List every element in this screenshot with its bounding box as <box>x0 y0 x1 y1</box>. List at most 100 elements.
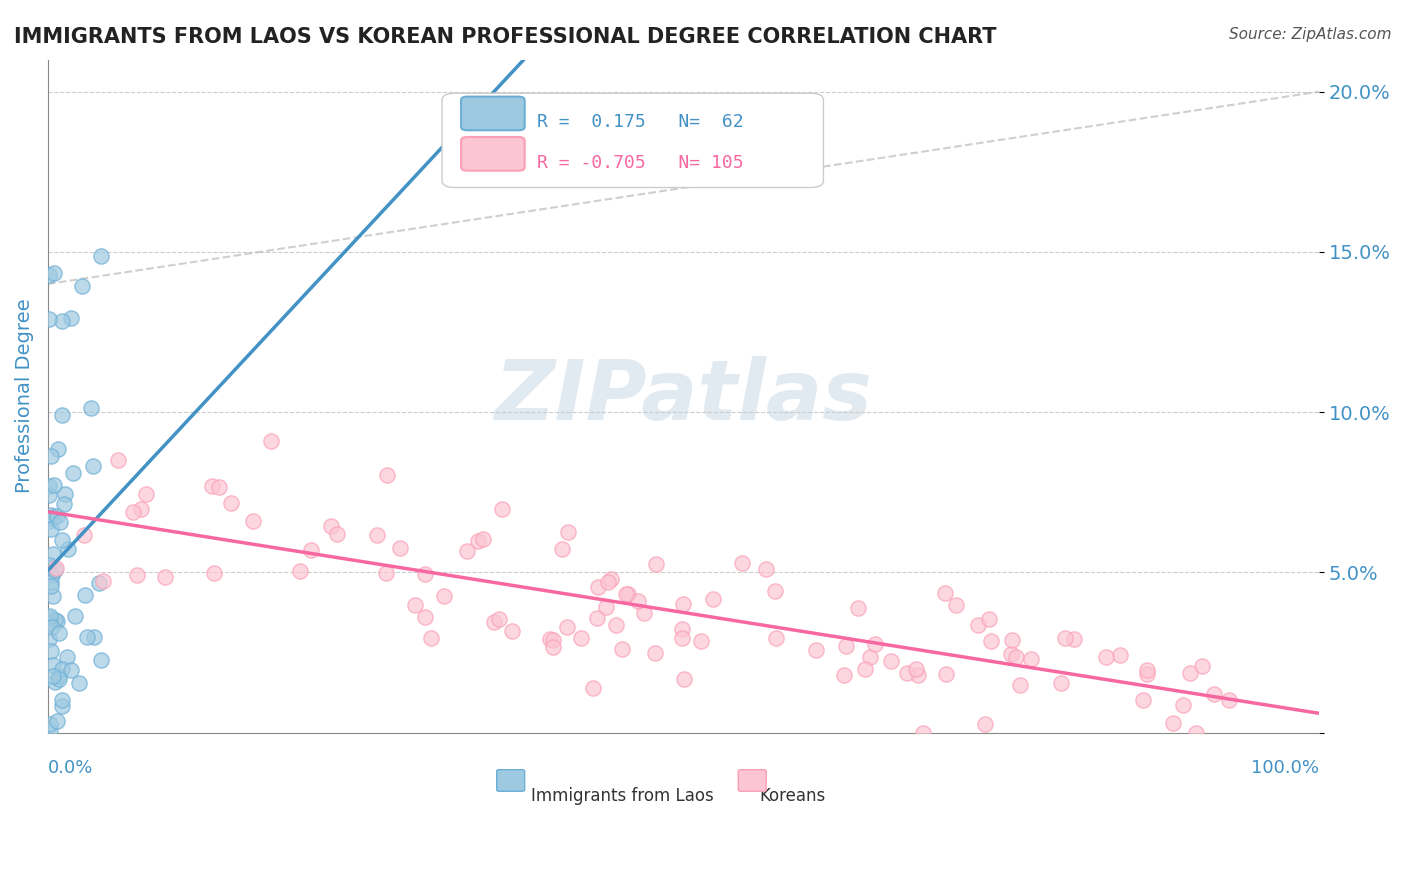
Point <box>41 620 63 634</box>
Point <box>38 488 60 502</box>
Point <box>551 541 574 556</box>
FancyBboxPatch shape <box>461 96 524 130</box>
Point <box>89 576 111 591</box>
Point <box>39 611 62 625</box>
Point <box>1178 666 1201 681</box>
Point <box>614 587 637 601</box>
Point <box>1000 633 1022 648</box>
Point <box>42 266 65 280</box>
Point <box>44 674 66 689</box>
Point <box>610 641 633 656</box>
Point <box>1050 675 1073 690</box>
Point <box>366 528 388 542</box>
Text: ZIPatlas: ZIPatlas <box>495 356 873 437</box>
Point <box>49 515 72 529</box>
Point <box>415 609 437 624</box>
Point <box>935 667 957 681</box>
Point <box>90 653 112 667</box>
Point <box>45 509 67 524</box>
Point <box>538 632 561 646</box>
Point <box>219 496 242 510</box>
Point <box>832 668 855 682</box>
Point <box>39 522 62 536</box>
Point <box>45 561 67 575</box>
Point <box>765 631 787 645</box>
Point <box>70 278 93 293</box>
Point <box>702 591 724 606</box>
Point <box>41 669 63 683</box>
Text: Koreans: Koreans <box>759 787 827 805</box>
Point <box>979 612 1001 626</box>
Point <box>39 644 62 658</box>
Point <box>45 614 67 628</box>
Point <box>41 568 63 582</box>
Point <box>76 630 98 644</box>
Point <box>945 598 967 612</box>
Point <box>51 662 73 676</box>
Point <box>79 401 101 415</box>
Point <box>260 434 283 448</box>
Point <box>1202 687 1225 701</box>
Point <box>51 693 73 707</box>
Point <box>48 669 70 683</box>
Point <box>433 589 456 603</box>
Point <box>39 724 62 739</box>
Point <box>853 662 876 676</box>
Point <box>1191 659 1213 673</box>
Point <box>690 634 713 648</box>
Point <box>90 249 112 263</box>
Point <box>404 598 426 612</box>
Point <box>42 477 65 491</box>
Point <box>83 630 105 644</box>
Point <box>48 625 70 640</box>
Point <box>1005 650 1028 665</box>
Point <box>42 589 65 603</box>
Text: R = -0.705   N= 105: R = -0.705 N= 105 <box>537 153 744 172</box>
Point <box>39 579 62 593</box>
Point <box>319 518 342 533</box>
Point <box>731 556 754 570</box>
Point <box>1063 632 1085 646</box>
Point <box>135 487 157 501</box>
Point <box>644 646 666 660</box>
FancyBboxPatch shape <box>461 137 524 170</box>
Point <box>934 585 956 599</box>
Point <box>242 514 264 528</box>
Point <box>557 524 579 539</box>
Point <box>491 502 513 516</box>
Point <box>63 609 86 624</box>
Point <box>82 458 104 473</box>
Point <box>413 566 436 581</box>
Text: Immigrants from Laos: Immigrants from Laos <box>531 787 714 805</box>
Point <box>299 543 322 558</box>
Point <box>588 580 610 594</box>
FancyBboxPatch shape <box>441 94 824 187</box>
Point <box>127 568 149 582</box>
Point <box>1184 725 1206 739</box>
Point <box>55 649 77 664</box>
Point <box>1218 692 1240 706</box>
Point <box>633 606 655 620</box>
Point <box>671 631 693 645</box>
Point <box>627 594 650 608</box>
Point <box>60 663 83 677</box>
Point <box>38 609 60 624</box>
Point <box>44 613 66 627</box>
Point <box>1171 698 1194 712</box>
Text: IMMIGRANTS FROM LAOS VS KOREAN PROFESSIONAL DEGREE CORRELATION CHART: IMMIGRANTS FROM LAOS VS KOREAN PROFESSIO… <box>14 27 997 46</box>
Point <box>39 575 62 590</box>
Point <box>290 565 312 579</box>
Point <box>62 466 84 480</box>
Point <box>375 467 398 482</box>
Point <box>482 615 505 630</box>
Point <box>389 541 412 555</box>
Point <box>1132 693 1154 707</box>
Point <box>153 570 176 584</box>
Point <box>53 497 76 511</box>
Point <box>555 620 578 634</box>
Point <box>38 615 60 630</box>
Point <box>38 632 60 646</box>
Point <box>59 311 82 326</box>
Point <box>1000 647 1022 661</box>
Point <box>472 533 495 547</box>
